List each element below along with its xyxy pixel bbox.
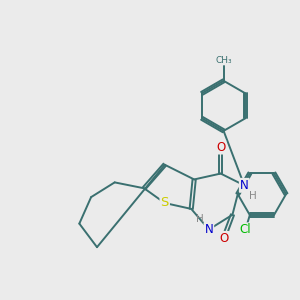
Text: H: H bbox=[249, 190, 257, 201]
Text: H: H bbox=[196, 214, 204, 224]
Text: N: N bbox=[240, 179, 249, 192]
Text: Cl: Cl bbox=[240, 223, 251, 236]
Text: O: O bbox=[216, 141, 225, 154]
Text: CH₃: CH₃ bbox=[215, 56, 232, 65]
Text: S: S bbox=[160, 196, 169, 209]
Text: O: O bbox=[219, 232, 228, 245]
Text: N: N bbox=[205, 223, 213, 236]
